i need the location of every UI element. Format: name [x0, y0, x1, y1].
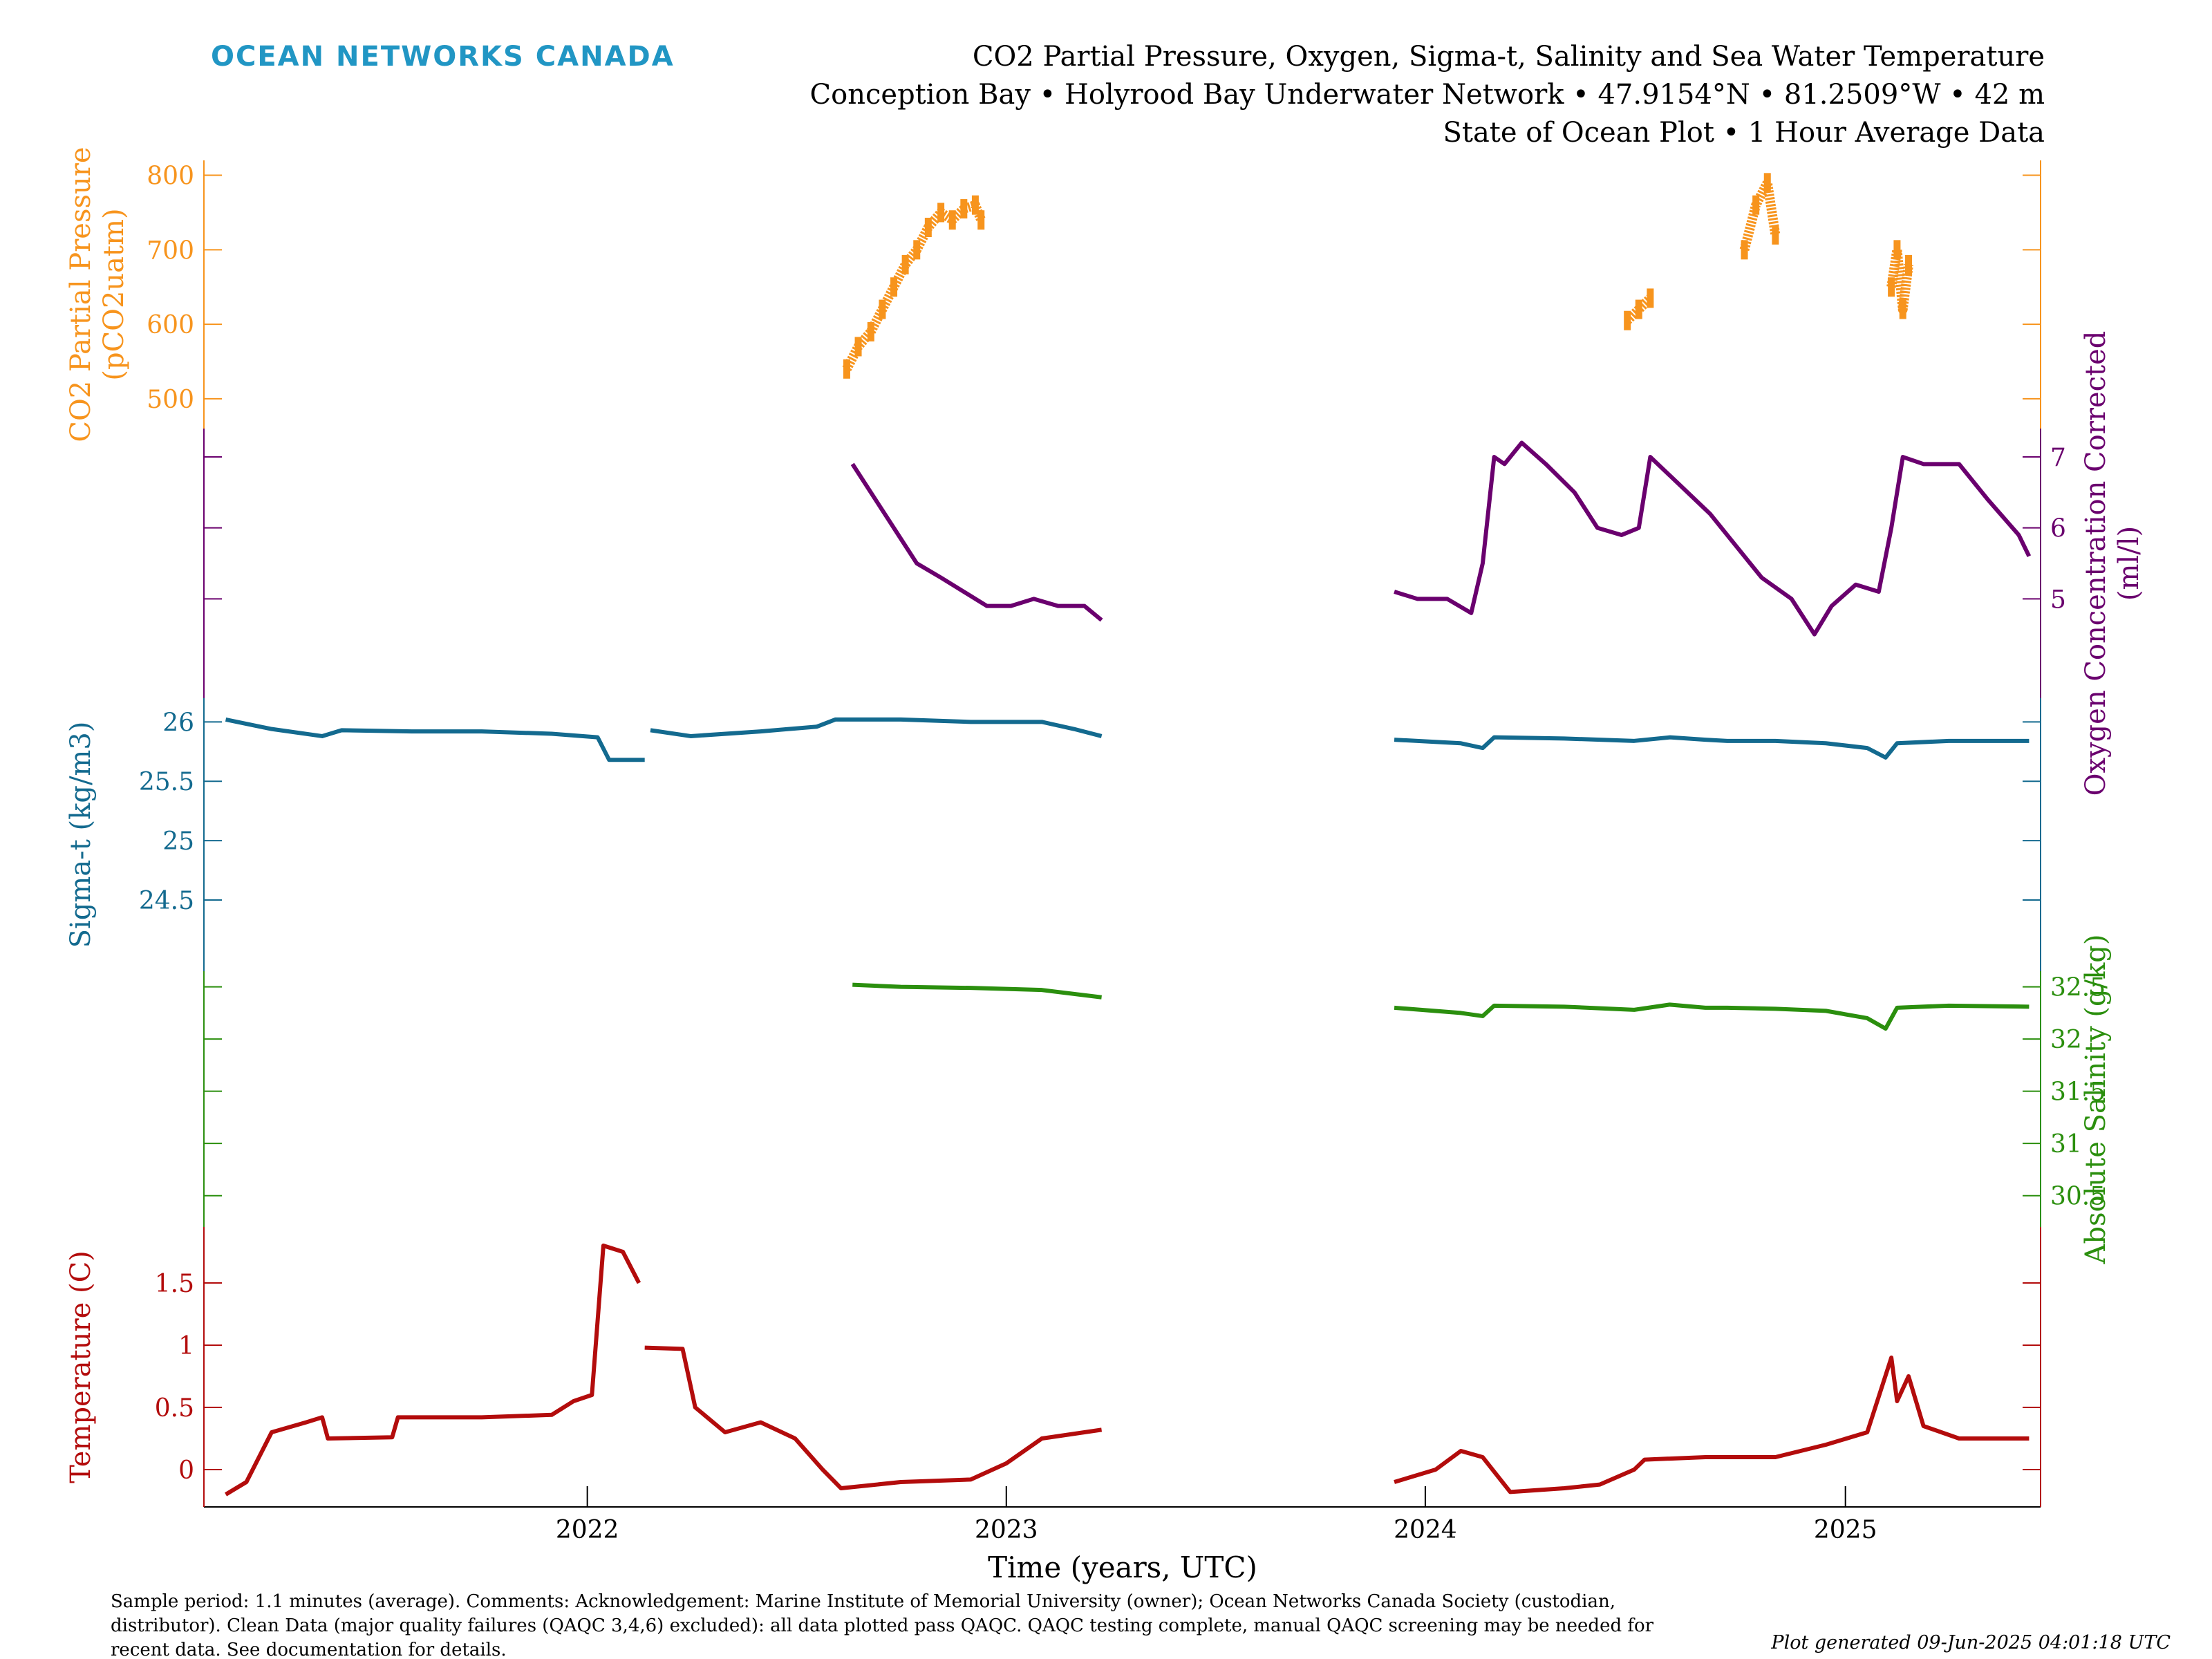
chart-subtitle-location: Conception Bay • Holyrood Bay Underwater… [810, 79, 2045, 111]
oxygen-axis-title: Oxygen Concentration Corrected [2080, 331, 2112, 796]
panel-temperature: 0 0.5 1 1.5 Temperature (C) [65, 1227, 2041, 1507]
co2-point [1635, 299, 1642, 319]
temperature-tick-label: 0 [178, 1456, 194, 1485]
temperature-series-segment [225, 1244, 641, 1497]
co2-series-segment [842, 200, 986, 371]
salinity-tick-label: 31 [2050, 1130, 2082, 1159]
sigma_t-tick-label: 24.5 [139, 887, 194, 915]
salinity-tick-label: 32.5 [2050, 974, 2106, 1002]
oxygen-tick-label: 5 [2050, 585, 2066, 614]
salinity-series-segment [852, 982, 1102, 1000]
salinity-tick-label: 30.5 [2050, 1183, 2106, 1211]
temperature-tick-label: 0.5 [155, 1394, 194, 1423]
co2-series-segment [1886, 245, 1913, 315]
x-tick-label: 2022 [556, 1516, 619, 1544]
co2-axis-title-units: (pCO2uatm) [98, 208, 130, 380]
co2-series-segment [1739, 178, 1781, 252]
sigma_t-axis-title: Sigma-t (kg/m3) [65, 722, 97, 948]
temperature-series-segment [644, 1345, 1103, 1490]
brand-logo: OCEAN NETWORKS CANADA [211, 41, 675, 73]
chart-subtitle-plot-type: State of Ocean Plot • 1 Hour Average Dat… [1443, 117, 2045, 149]
panel-co2: 500 600 700 800 CO2 Partial Pressure (pCO2uat… [65, 147, 2041, 442]
sigma_t-series-segment [1394, 735, 2030, 760]
co2-point [1763, 173, 1771, 193]
x-tick-label: 2023 [975, 1516, 1038, 1544]
co2-point [977, 210, 985, 230]
panel-sigma_t: 24.5 25 25.5 26 Sigma-t (kg/m3) [65, 698, 2041, 971]
co2-point [901, 254, 909, 274]
brand-name: OCEAN NETWORKS CANADA [211, 41, 675, 73]
chart-title: CO2 Partial Pressure, Oxygen, Sigma-t, S… [973, 41, 2045, 73]
footer-comments-line-2: distributor). Clean Data (major quality … [111, 1615, 1654, 1636]
co2-tick-label: 500 [147, 386, 194, 414]
co2-point [960, 199, 968, 219]
co2-tick-label: 600 [147, 311, 194, 339]
co2-series-segment [1624, 294, 1654, 324]
x-tick-label: 2024 [1394, 1516, 1457, 1544]
sigma_t-tick-label: 25.5 [139, 768, 194, 796]
chart-panels: 500 600 700 800 CO2 Partial Pressure (pCO2uat… [65, 147, 2145, 1507]
oxygen-axis-title-units: (ml/l) [2113, 526, 2145, 601]
oxygen-series-segment [850, 462, 1103, 622]
temperature-tick-label: 1 [178, 1332, 194, 1360]
salinity-series-segment [1394, 1002, 2030, 1031]
oxygen-tick-label: 7 [2050, 444, 2066, 472]
co2-axis-title: CO2 Partial Pressure [65, 147, 97, 442]
temperature-tick-label: 1.5 [155, 1270, 194, 1298]
plot-generated-timestamp: Plot generated 09-Jun-2025 04:01:18 UTC [1770, 1632, 2171, 1653]
x-tick-label: 2025 [1814, 1516, 1877, 1544]
salinity-axis-title: Absolute Salinity (g/kg) [2080, 934, 2112, 1264]
salinity-tick-label: 32 [2050, 1026, 2082, 1054]
temperature-axis-title: Temperature (C) [65, 1250, 97, 1483]
panel-oxygen: 5 6 7 Oxygen Concentration Corrected (ml/l) [203, 331, 2145, 796]
sigma_t-tick-label: 25 [162, 827, 194, 856]
x-axis-label: Time (years, UTC) [988, 1550, 1257, 1584]
temperature-series-segment [1394, 1356, 2030, 1494]
sigma_t-series-segment [225, 717, 645, 762]
footer-comments-line-3: recent data. See documentation for detai… [111, 1640, 507, 1659]
co2-tick-label: 700 [147, 236, 194, 265]
sigma_t-series-segment [650, 717, 1103, 738]
chart-header: CO2 Partial Pressure, Oxygen, Sigma-t, S… [810, 41, 2045, 149]
oxygen-series-segment [1394, 440, 2032, 637]
chart-footer: Sample period: 1.1 minutes (average). Co… [111, 1591, 2171, 1659]
footer-comments-line-1: Sample period: 1.1 minutes (average). Co… [111, 1591, 1615, 1612]
oxygen-tick-label: 6 [2050, 515, 2066, 543]
sigma_t-tick-label: 26 [162, 709, 194, 737]
co2-point [867, 321, 874, 341]
salinity-tick-label: 31.5 [2050, 1078, 2106, 1107]
co2-point [1772, 225, 1779, 245]
co2-point [1893, 240, 1901, 260]
time-axis: 2022 2023 2024 2025 [556, 1486, 1877, 1544]
co2-tick-label: 800 [147, 162, 194, 191]
